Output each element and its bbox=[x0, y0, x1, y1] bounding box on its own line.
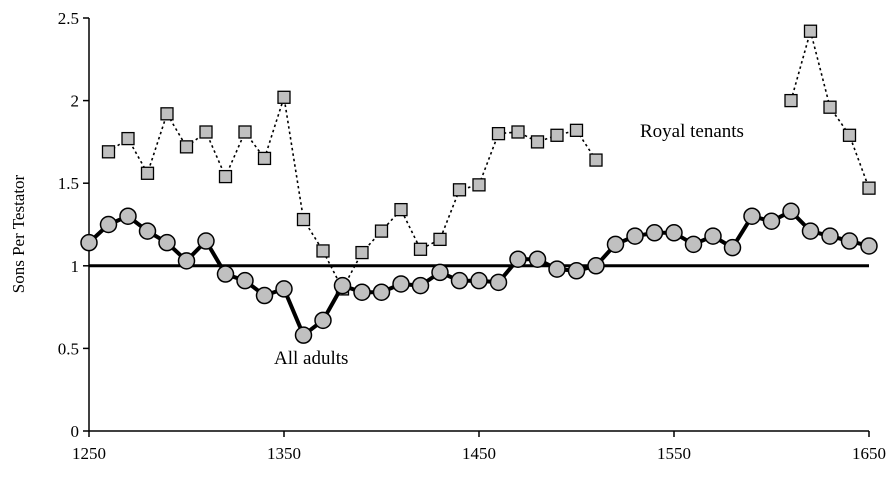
data-point-circle bbox=[138, 222, 157, 240]
data-point-circle bbox=[275, 280, 293, 298]
data-point-circle bbox=[294, 326, 313, 344]
data-point-circle bbox=[489, 273, 508, 292]
data-point-circle bbox=[782, 202, 800, 221]
data-point-circle bbox=[177, 252, 196, 270]
data-point-square bbox=[862, 181, 876, 195]
data-point-circle bbox=[528, 250, 547, 268]
data-point-circle bbox=[470, 271, 488, 290]
y-ticks: 0 0.5 1 1.5 2 2.5 bbox=[58, 9, 89, 441]
data-point-square bbox=[511, 125, 525, 139]
data-point-circle bbox=[587, 257, 605, 275]
data-point-circle bbox=[372, 283, 391, 301]
data-point-circle bbox=[509, 250, 527, 268]
data-point-square bbox=[140, 166, 155, 180]
data-point-circle bbox=[723, 238, 742, 257]
data-point-square bbox=[101, 145, 116, 159]
data-point-square bbox=[160, 107, 174, 121]
data-point-square bbox=[569, 123, 584, 137]
data-point-square bbox=[589, 153, 603, 167]
data-point-circle bbox=[860, 237, 878, 255]
series-royal_tenants bbox=[101, 24, 876, 296]
annotation-all-adults: All adults bbox=[274, 348, 348, 369]
data-point-circle bbox=[762, 212, 781, 230]
data-point-circle bbox=[801, 222, 820, 240]
data-point-circle bbox=[236, 271, 254, 290]
y-tick-label: 0.5 bbox=[58, 339, 79, 358]
data-point-circle bbox=[353, 283, 371, 301]
y-tick-label: 2 bbox=[71, 92, 80, 111]
data-point-square bbox=[823, 100, 837, 114]
data-point-circle bbox=[626, 227, 644, 245]
data-point-square bbox=[530, 135, 545, 149]
data-point-circle bbox=[450, 271, 469, 290]
x-tick-label: 1350 bbox=[267, 444, 301, 463]
data-point-square bbox=[277, 90, 291, 104]
data-point-circle bbox=[255, 286, 274, 305]
data-point-square bbox=[472, 178, 486, 192]
data-point-square bbox=[199, 125, 213, 139]
data-point-square bbox=[257, 151, 272, 166]
y-tick-label: 1.5 bbox=[58, 174, 79, 193]
y-tick-label: 2.5 bbox=[58, 9, 79, 28]
data-point-circle bbox=[99, 215, 118, 234]
data-point-square bbox=[238, 125, 252, 139]
data-point-circle bbox=[158, 233, 176, 252]
data-point-square bbox=[296, 212, 311, 227]
data-point-circle bbox=[411, 276, 430, 295]
data-point-square bbox=[491, 126, 506, 141]
data-point-circle bbox=[216, 265, 235, 283]
data-point-circle bbox=[314, 311, 332, 330]
data-point-circle bbox=[704, 227, 722, 245]
x-tick-label: 1250 bbox=[72, 444, 106, 463]
data-point-circle bbox=[665, 224, 683, 242]
data-point-square bbox=[803, 24, 818, 38]
data-point-circle bbox=[743, 207, 761, 225]
x-tick-label: 1450 bbox=[462, 444, 496, 463]
data-point-circle bbox=[548, 260, 566, 278]
data-point-square bbox=[394, 202, 408, 217]
data-point-square bbox=[316, 244, 330, 258]
data-point-square bbox=[452, 183, 467, 197]
series-all_adults bbox=[80, 202, 878, 344]
data-point-circle bbox=[333, 276, 352, 295]
data-point-square bbox=[550, 128, 564, 142]
data-point-circle bbox=[431, 263, 449, 282]
data-point-square bbox=[179, 140, 194, 154]
data-point-circle bbox=[684, 235, 703, 254]
y-tick-label: 0 bbox=[71, 422, 80, 441]
y-tick-label: 1 bbox=[71, 257, 80, 276]
x-tick-label: 1650 bbox=[852, 444, 886, 463]
data-point-circle bbox=[606, 235, 625, 254]
data-point-square bbox=[374, 224, 389, 238]
data-point-circle bbox=[392, 275, 410, 293]
x-tick-label: 1550 bbox=[657, 444, 691, 463]
series-layer bbox=[80, 24, 878, 344]
data-point-square bbox=[784, 93, 798, 108]
y-axis-title: Sons Per Testator bbox=[9, 174, 28, 293]
data-point-square bbox=[218, 169, 233, 184]
annotation-royal-tenants: Royal tenants bbox=[640, 121, 744, 142]
data-point-circle bbox=[567, 262, 586, 280]
data-point-circle bbox=[645, 224, 664, 242]
x-ticks: 1250 1350 1450 1550 1650 bbox=[72, 431, 886, 463]
data-point-square bbox=[355, 245, 369, 260]
data-point-square bbox=[433, 232, 447, 247]
data-point-circle bbox=[119, 207, 137, 225]
data-point-circle bbox=[821, 227, 839, 245]
data-point-circle bbox=[197, 232, 215, 250]
data-point-circle bbox=[840, 232, 859, 250]
data-point-square bbox=[842, 128, 857, 142]
data-point-square bbox=[413, 242, 428, 256]
data-point-circle bbox=[80, 233, 98, 252]
data-point-square bbox=[121, 131, 135, 146]
